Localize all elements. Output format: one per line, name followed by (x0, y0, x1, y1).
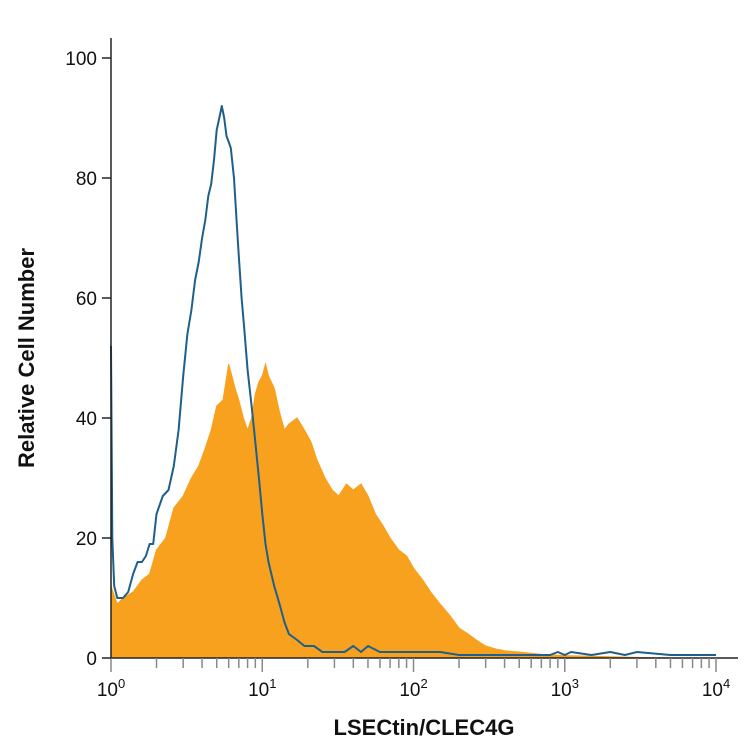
x-tick-label: 103 (551, 676, 579, 701)
y-tick-label: 100 (65, 49, 97, 70)
y-tick-label: 60 (76, 289, 97, 310)
x-ticks: 100 101 102 103 104 (97, 658, 730, 701)
y-tick-label: 80 (76, 169, 97, 190)
x-tick-label: 101 (248, 676, 276, 701)
y-axis-title: Relative Cell Number (14, 248, 39, 469)
x-tick-label: 102 (399, 676, 427, 701)
series-line-histogram (110, 105, 716, 656)
plot-series (110, 105, 716, 659)
axes (110, 38, 738, 659)
x-axis-title: LSECtin/CLEC4G (334, 715, 515, 740)
y-tick-label: 20 (76, 529, 97, 550)
series-filled-histogram (110, 362, 716, 659)
y-tick-label: 0 (86, 649, 97, 670)
y-tick-label: 40 (76, 409, 97, 430)
x-tick-label: 104 (702, 676, 730, 701)
x-tick-label: 100 (97, 676, 125, 701)
y-ticks: 0 20 40 60 80 100 (65, 49, 111, 670)
